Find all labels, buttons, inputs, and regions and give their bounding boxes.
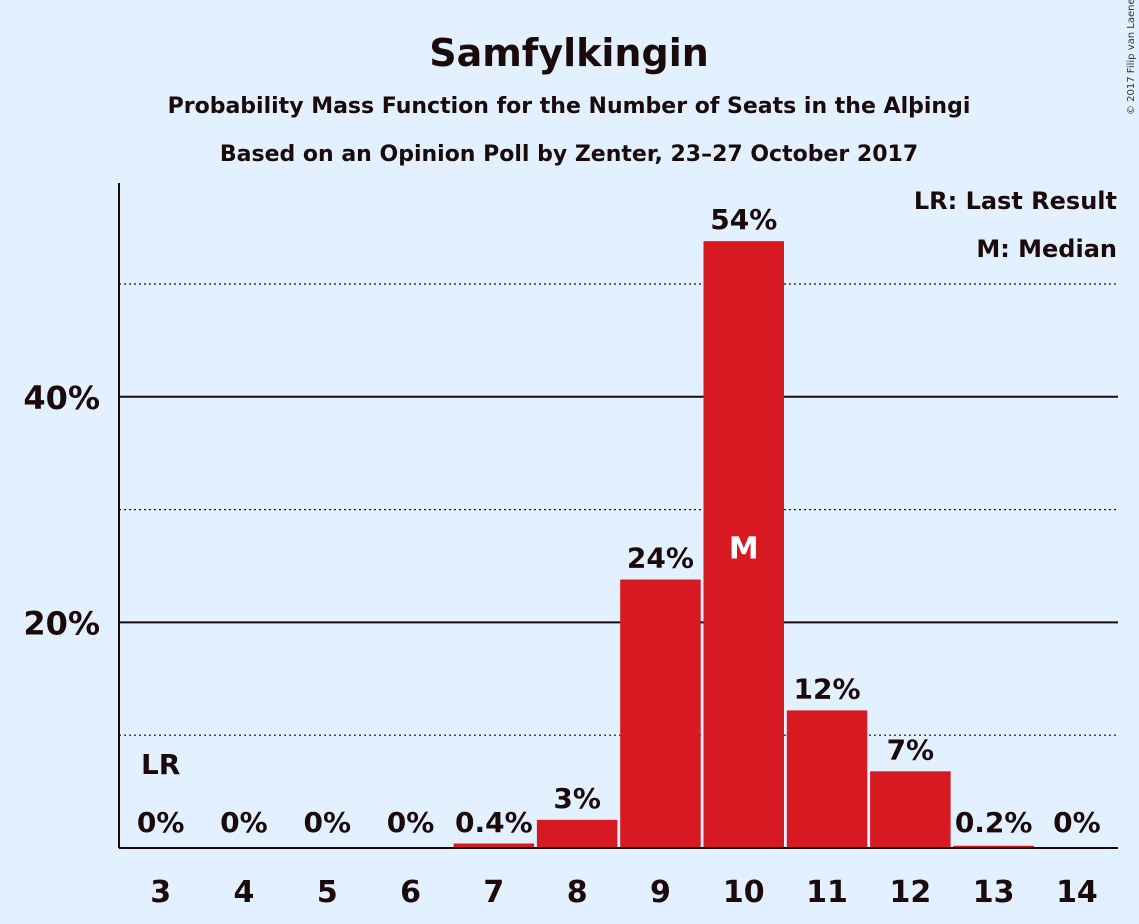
bar-value-label: 3% xyxy=(553,782,601,815)
x-tick-label: 12 xyxy=(889,875,931,910)
bar xyxy=(786,710,868,848)
bar-value-label: 0% xyxy=(303,806,351,839)
bar xyxy=(870,771,951,848)
x-tick-label: 14 xyxy=(1056,875,1098,910)
copyright-note: © 2017 Filip van Laenen xyxy=(1126,0,1137,115)
bar xyxy=(953,845,1034,848)
bar-value-label: 12% xyxy=(794,672,861,705)
y-axis-ticks: 20% 40% xyxy=(23,379,100,643)
bar-value-label: 0% xyxy=(387,806,435,839)
last-result-marker: LR xyxy=(141,748,180,781)
x-tick-label: 8 xyxy=(567,875,588,910)
chart-subtitle-poll: Based on an Opinion Poll by Zenter, 23–2… xyxy=(220,142,918,167)
bar xyxy=(620,579,701,848)
x-tick-label: 3 xyxy=(150,875,171,910)
bar-labels: 0% LR 0% 0% 0% 0.4% 3% 24% 54% M 12% 7% 0.2% 0% xyxy=(137,203,1101,839)
bar xyxy=(453,843,535,848)
x-tick-label: 6 xyxy=(400,875,421,910)
y-tick-label: 20% xyxy=(23,604,100,642)
x-tick-label: 5 xyxy=(317,875,338,910)
chart-subtitle: Probability Mass Function for the Number… xyxy=(168,94,971,119)
x-tick-label: 10 xyxy=(723,875,765,910)
bars xyxy=(453,241,1034,849)
x-tick-label: 4 xyxy=(234,875,255,910)
bar-value-label: 0% xyxy=(137,806,185,839)
x-axis-ticks: 3 4 5 6 7 8 9 10 11 12 13 14 xyxy=(150,875,1098,910)
bar xyxy=(703,241,784,849)
bar-value-label: 0.4% xyxy=(455,806,533,839)
bar-value-label: 54% xyxy=(710,203,777,236)
bar xyxy=(536,819,618,848)
x-tick-label: 9 xyxy=(650,875,671,910)
x-tick-label: 13 xyxy=(973,875,1015,910)
bar-value-label: 0.2% xyxy=(955,806,1033,839)
chart-title: Samfylkingin xyxy=(429,31,709,75)
bar-value-label: 24% xyxy=(627,542,694,575)
gridlines xyxy=(119,283,1118,736)
bar-value-label: 0% xyxy=(1053,806,1101,839)
x-tick-label: 7 xyxy=(483,875,504,910)
x-tick-label: 11 xyxy=(806,875,848,910)
legend-last-result: LR: Last Result xyxy=(914,187,1117,215)
y-tick-label: 40% xyxy=(23,379,100,417)
bar-value-label: 0% xyxy=(220,806,268,839)
bar-value-label: 7% xyxy=(887,733,935,766)
legend-median: M: Median xyxy=(976,235,1117,263)
median-marker: M xyxy=(729,532,759,567)
